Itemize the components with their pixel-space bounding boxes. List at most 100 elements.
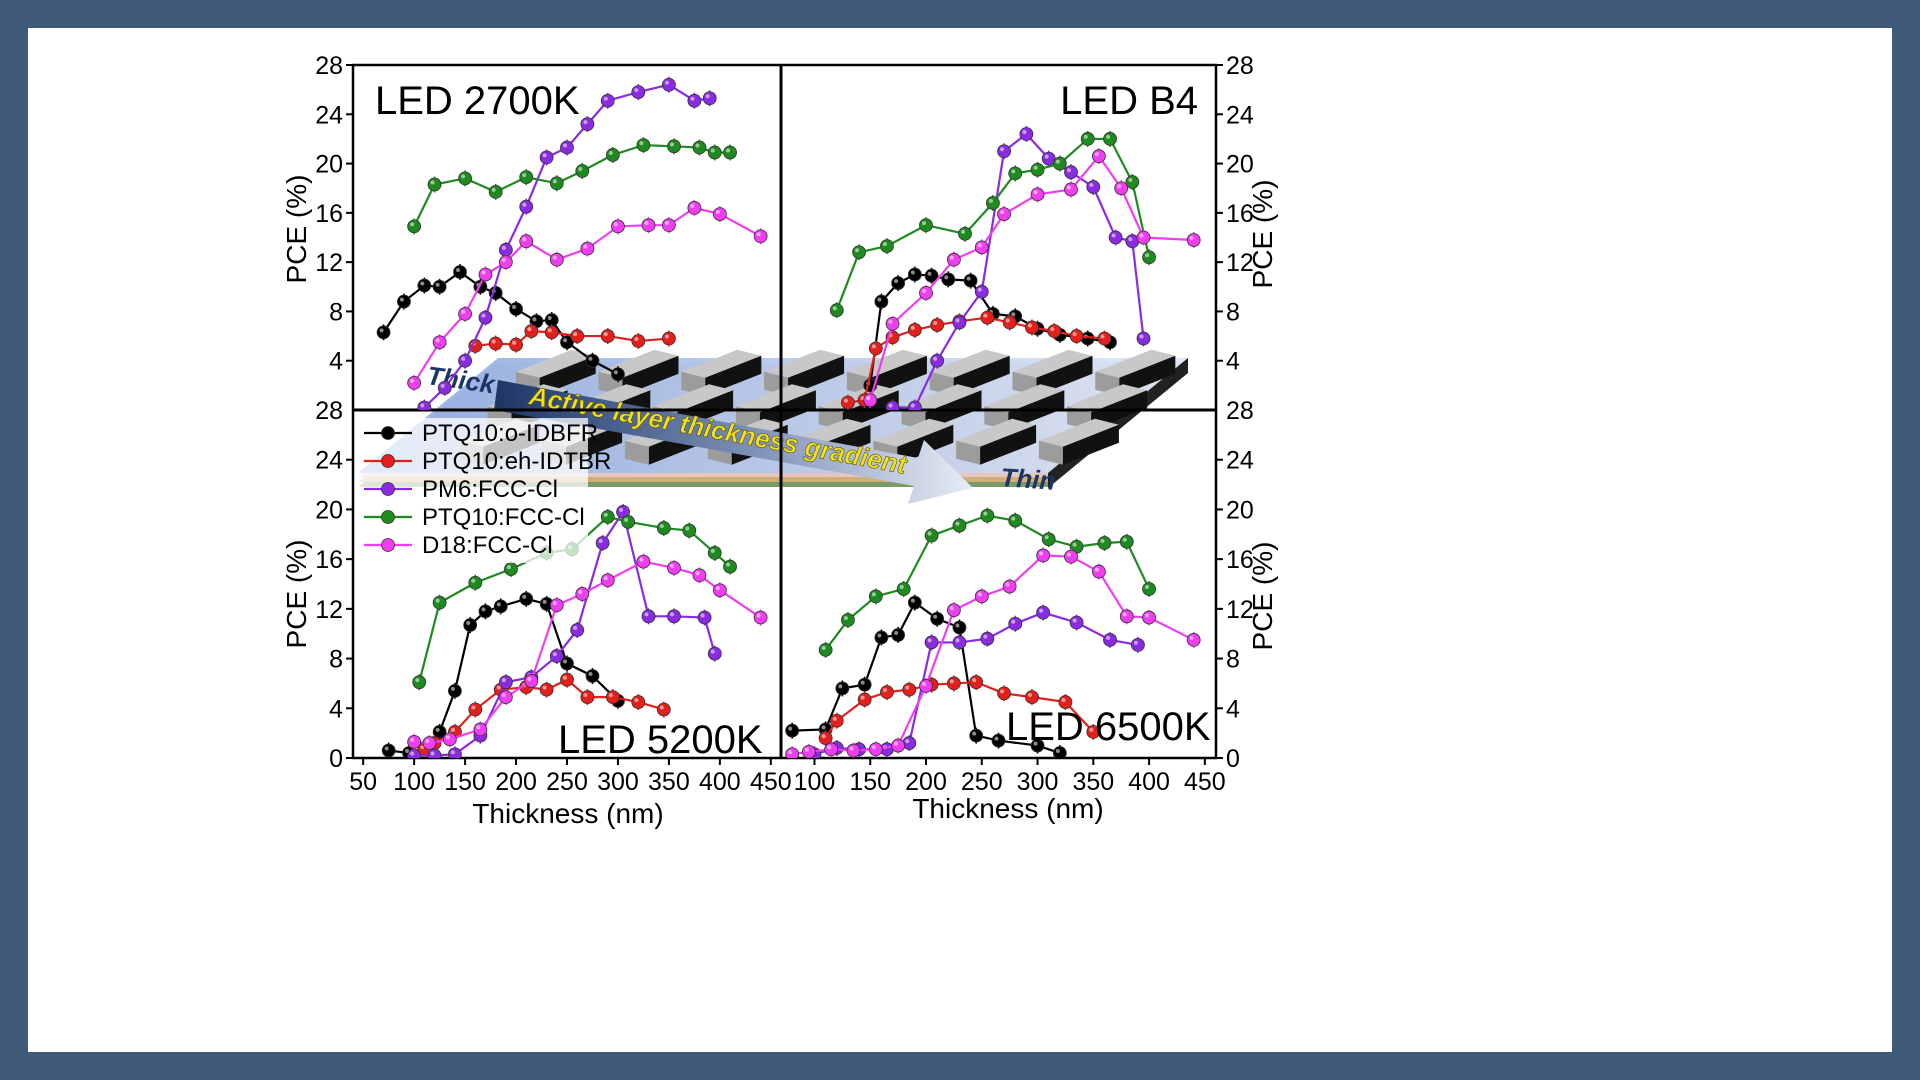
data-point-bl-d18-fcc-cl-11 — [692, 568, 707, 583]
data-point-shine-tr-ptq10-fcc-cl-9 — [1083, 134, 1088, 139]
data-point-shine-tl-pm6-fcc-cl-10 — [634, 88, 639, 93]
data-point-bl-d18-fcc-cl-6 — [549, 598, 564, 613]
data-point-shine-tr-pm6-fcc-cl-12 — [1139, 334, 1144, 339]
data-point-shine-tl-pm6-fcc-cl-8 — [583, 120, 588, 125]
data-point-shine-tr-ptq10-o-idbfr-5 — [944, 275, 949, 280]
data-point-shine-tl-ptq10-o-idbfr-11 — [588, 356, 593, 361]
data-point-br-ptq10-o-idbfr-10 — [991, 733, 1006, 748]
data-point-shine-tr-d18-fcc-cl-1 — [888, 319, 893, 324]
data-point-shine-tl-ptq10-fcc-cl-11 — [710, 148, 715, 153]
data-point-br-ptq10-fcc-cl-2 — [868, 589, 883, 604]
data-point-shine-tl-d18-fcc-cl-12 — [715, 210, 720, 215]
y-tick-label-bl-2: 8 — [329, 646, 343, 674]
data-point-br-ptq10-o-idbfr-7 — [930, 611, 945, 626]
legend-marker-4 — [381, 538, 395, 552]
data-point-bl-ptq10-fcc-cl-1 — [432, 595, 447, 610]
data-point-shine-br-ptq10-o-idbfr-10 — [994, 736, 999, 741]
data-point-tl-pm6-fcc-cl-6 — [539, 150, 554, 165]
data-point-tl-ptq10-fcc-cl-11 — [707, 145, 722, 160]
data-point-shine-tr-d18-fcc-cl-2 — [922, 288, 926, 293]
data-point-tr-ptq10-fcc-cl-6 — [1008, 166, 1023, 181]
data-point-shine-tr-pm6-fcc-cl-4 — [977, 287, 982, 292]
data-point-shine-br-d18-fcc-cl-9 — [1005, 582, 1010, 587]
inset-cell-side-23 — [1062, 424, 1119, 465]
data-point-bl-ptq10-eh-idtbr-3 — [468, 702, 483, 717]
data-point-br-d18-fcc-cl-5 — [891, 738, 906, 753]
data-point-shine-bl-d18-fcc-cl-11 — [695, 571, 700, 576]
panel-series-bl — [381, 503, 768, 758]
data-point-tl-ptq10-eh-idtbr-1 — [488, 336, 503, 351]
x-axis-label-left: Thickness (nm) — [472, 798, 663, 829]
data-point-br-pm6-fcc-cl-11 — [1103, 633, 1117, 647]
data-point-shine-br-pm6-fcc-cl-10 — [1072, 618, 1077, 623]
y-tick-label-bl-1: 4 — [329, 695, 343, 723]
data-point-tl-ptq10-fcc-cl-8 — [636, 138, 651, 152]
data-point-shine-tr-ptq10-eh-idtbr-7 — [983, 313, 988, 318]
legend-marker-3 — [381, 510, 395, 524]
data-point-tl-ptq10-o-idbfr-7 — [509, 302, 523, 316]
data-point-tl-d18-fcc-cl-3 — [478, 267, 493, 282]
data-point-shine-tr-ptq10-fcc-cl-10 — [1106, 134, 1111, 139]
y-tick-label-bl-3: 12 — [315, 596, 343, 624]
data-point-shine-tr-ptq10-fcc-cl-2 — [882, 242, 887, 247]
data-point-tl-ptq10-o-idbfr-4 — [453, 265, 467, 279]
data-point-shine-br-d18-fcc-cl-11 — [1067, 552, 1071, 557]
data-point-br-d18-fcc-cl-14 — [1142, 610, 1156, 625]
data-point-shine-br-ptq10-fcc-cl-10 — [1100, 538, 1105, 543]
data-point-tr-d18-fcc-cl-9 — [1114, 181, 1129, 196]
data-point-shine-tr-ptq10-eh-idtbr-4 — [910, 325, 915, 330]
data-point-shine-tr-d18-fcc-cl-5 — [1000, 210, 1005, 215]
data-point-shine-tr-ptq10-o-idbfr-3 — [910, 270, 915, 275]
inset-cell-top-22 — [956, 418, 1037, 447]
data-point-tl-d18-fcc-cl-1 — [432, 335, 447, 350]
data-point-shine-tr-ptq10-fcc-cl-12 — [1145, 253, 1150, 258]
series-line-tr-d18-fcc-cl — [869, 154, 1194, 401]
data-point-br-d18-fcc-cl-6 — [919, 679, 933, 693]
inset-cell-side-6 — [1036, 355, 1093, 396]
data-point-shine-tr-ptq10-fcc-cl-7 — [1033, 165, 1038, 170]
data-point-tl-ptq10-o-idbfr-2 — [417, 278, 432, 293]
data-point-shine-br-pm6-fcc-cl-9 — [1039, 608, 1044, 613]
data-point-bl-d18-fcc-cl-12 — [712, 583, 727, 598]
data-point-shine-tl-ptq10-fcc-cl-0 — [410, 222, 415, 227]
data-point-shine-br-d18-fcc-cl-14 — [1145, 613, 1150, 618]
data-point-shine-tl-ptq10-fcc-cl-6 — [578, 166, 583, 171]
y-tick-label-tr-4: 16 — [1226, 200, 1254, 228]
y-tick-label-tr-5: 20 — [1226, 151, 1254, 179]
data-point-shine-tl-ptq10-eh-idtbr-5 — [573, 332, 578, 337]
data-point-tr-ptq10-eh-idtbr-5 — [930, 318, 945, 332]
data-point-shine-tr-d18-fcc-cl-8 — [1094, 152, 1099, 157]
data-point-tl-ptq10-eh-idtbr-8 — [662, 331, 676, 346]
y-tick-label-tl-7: 28 — [315, 52, 343, 80]
panel-title-bl: LED 5200K — [558, 718, 763, 762]
data-point-bl-d18-fcc-cl-13 — [753, 610, 768, 625]
y-tick-label-br-4: 16 — [1226, 546, 1254, 574]
data-point-shine-bl-ptq10-eh-idtbr-7 — [563, 675, 567, 680]
inset-cell-top-15 — [1067, 384, 1148, 413]
data-point-shine-tr-pm6-fcc-cl-6 — [1022, 130, 1027, 134]
axis-ticks: 0 0 4 4 4 4 8 8 8 8 12 12 12 12 16 16 16 16 20 20 20 20 24 24 24… — [315, 52, 1254, 796]
data-point-br-pm6-fcc-cl-8 — [1008, 616, 1023, 631]
inset-cell-top-11 — [735, 384, 816, 413]
data-point-shine-tl-pm6-fcc-cl-11 — [664, 80, 669, 85]
data-point-tl-ptq10-eh-idtbr-2 — [509, 337, 523, 352]
data-point-shine-bl-ptq10-eh-idtbr-6 — [542, 685, 547, 690]
data-point-tr-d18-fcc-cl-4 — [974, 240, 989, 255]
data-point-br-pm6-fcc-cl-4 — [902, 736, 917, 750]
data-point-shine-bl-ptq10-fcc-cl-1 — [435, 598, 440, 603]
data-point-tl-d18-fcc-cl-9 — [641, 218, 656, 233]
data-point-tl-ptq10-fcc-cl-12 — [723, 145, 737, 160]
inset-cell-top-21 — [873, 418, 954, 447]
data-point-bl-d18-fcc-cl-5 — [524, 674, 539, 688]
data-point-br-ptq10-fcc-cl-6 — [980, 508, 995, 523]
data-point-shine-bl-pm6-fcc-cl-4 — [501, 678, 506, 683]
data-point-shine-tr-d18-fcc-cl-0 — [866, 396, 871, 401]
data-point-br-pm6-fcc-cl-12 — [1131, 638, 1145, 652]
data-point-tl-ptq10-fcc-cl-1 — [427, 177, 442, 192]
data-point-shine-br-d18-fcc-cl-3 — [849, 746, 854, 751]
y-tick-label-tl-6: 24 — [315, 101, 343, 129]
data-point-shine-bl-ptq10-o-idbfr-6 — [481, 607, 486, 612]
data-point-shine-tr-pm6-fcc-cl-5 — [1000, 147, 1005, 152]
data-point-tr-ptq10-o-idbfr-3 — [907, 267, 922, 282]
data-point-tl-d18-fcc-cl-10 — [662, 218, 676, 233]
